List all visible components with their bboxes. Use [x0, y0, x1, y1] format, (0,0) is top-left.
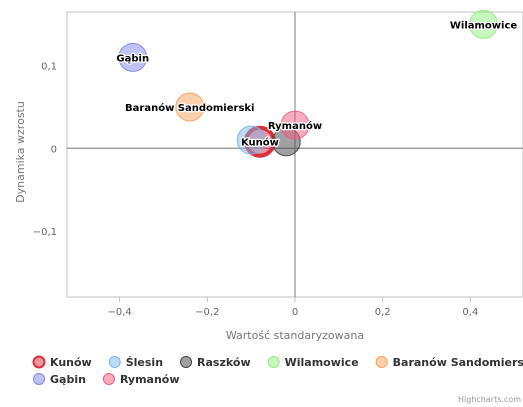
- x-tick-label: −0,2: [195, 307, 219, 318]
- legend-marker: [108, 356, 121, 368]
- y-tick-label: 0: [51, 144, 57, 155]
- data-points: [118, 9, 499, 158]
- legend-item-gabin[interactable]: Gąbin: [33, 373, 86, 386]
- y-tick-label: 0,1: [41, 62, 57, 73]
- legend-marker: [375, 356, 388, 368]
- legend-item-raszkow[interactable]: Raszków: [180, 356, 251, 369]
- point-wilamowice[interactable]: [469, 9, 499, 39]
- x-tick-label: −0,4: [107, 307, 131, 318]
- x-tick-label: 0: [292, 307, 298, 318]
- legend-marker: [267, 356, 280, 368]
- point-slesin[interactable]: [236, 125, 266, 155]
- x-tick-label: 0,4: [462, 307, 478, 318]
- y-axis-title: Dynamika wzrostu: [14, 101, 27, 203]
- legend-label: Gąbin: [50, 373, 86, 386]
- legend-item-wilamowice[interactable]: Wilamowice: [267, 356, 359, 369]
- legend-label: Kunów: [50, 356, 92, 369]
- legend-label: Wilamowice: [285, 356, 359, 369]
- legend-item-kunow[interactable]: Kunów: [32, 355, 92, 369]
- legend-marker: [32, 355, 46, 369]
- legend-item-slesin[interactable]: Ślesin: [108, 356, 163, 369]
- legend-item-rymanow[interactable]: Rymanów: [102, 373, 180, 386]
- data-labels: Kunów Wilamowice Baranów Sandomierski Gąbin…: [115, 19, 518, 150]
- legend-label: Ślesin: [126, 356, 163, 369]
- data-label-gabin: Gąbin: [116, 53, 149, 64]
- legend-marker: [33, 373, 45, 385]
- data-label-rymanow: Rymanów: [268, 120, 322, 132]
- credits[interactable]: Highcharts.com: [458, 395, 521, 404]
- legend-marker: [102, 373, 115, 385]
- point-baranow-sandomierski[interactable]: [175, 92, 205, 122]
- legend: Kunów Ślesin Raszków Wilamowice Baranów Sand…: [32, 355, 523, 386]
- legend-label: Baranów Sandomierski: [393, 356, 523, 369]
- legend-label: Raszków: [197, 356, 251, 369]
- x-tick-label: 0,2: [375, 307, 391, 318]
- legend-item-baranow-sandomierski[interactable]: Baranów Sandomierski: [375, 356, 523, 369]
- legend-label: Rymanów: [120, 373, 180, 386]
- data-label-baranow-sandomierski: Baranów Sandomierski: [125, 102, 254, 114]
- x-axis-title: Wartość standaryzowana: [226, 329, 364, 342]
- point-rymanow[interactable]: [280, 110, 310, 140]
- legend-marker: [180, 356, 193, 368]
- y-tick-label: −0,1: [33, 227, 57, 238]
- data-label-kunow: Kunów: [241, 137, 279, 149]
- data-label-wilamowice: Wilamowice: [450, 20, 518, 31]
- point-gabin[interactable]: [118, 42, 148, 72]
